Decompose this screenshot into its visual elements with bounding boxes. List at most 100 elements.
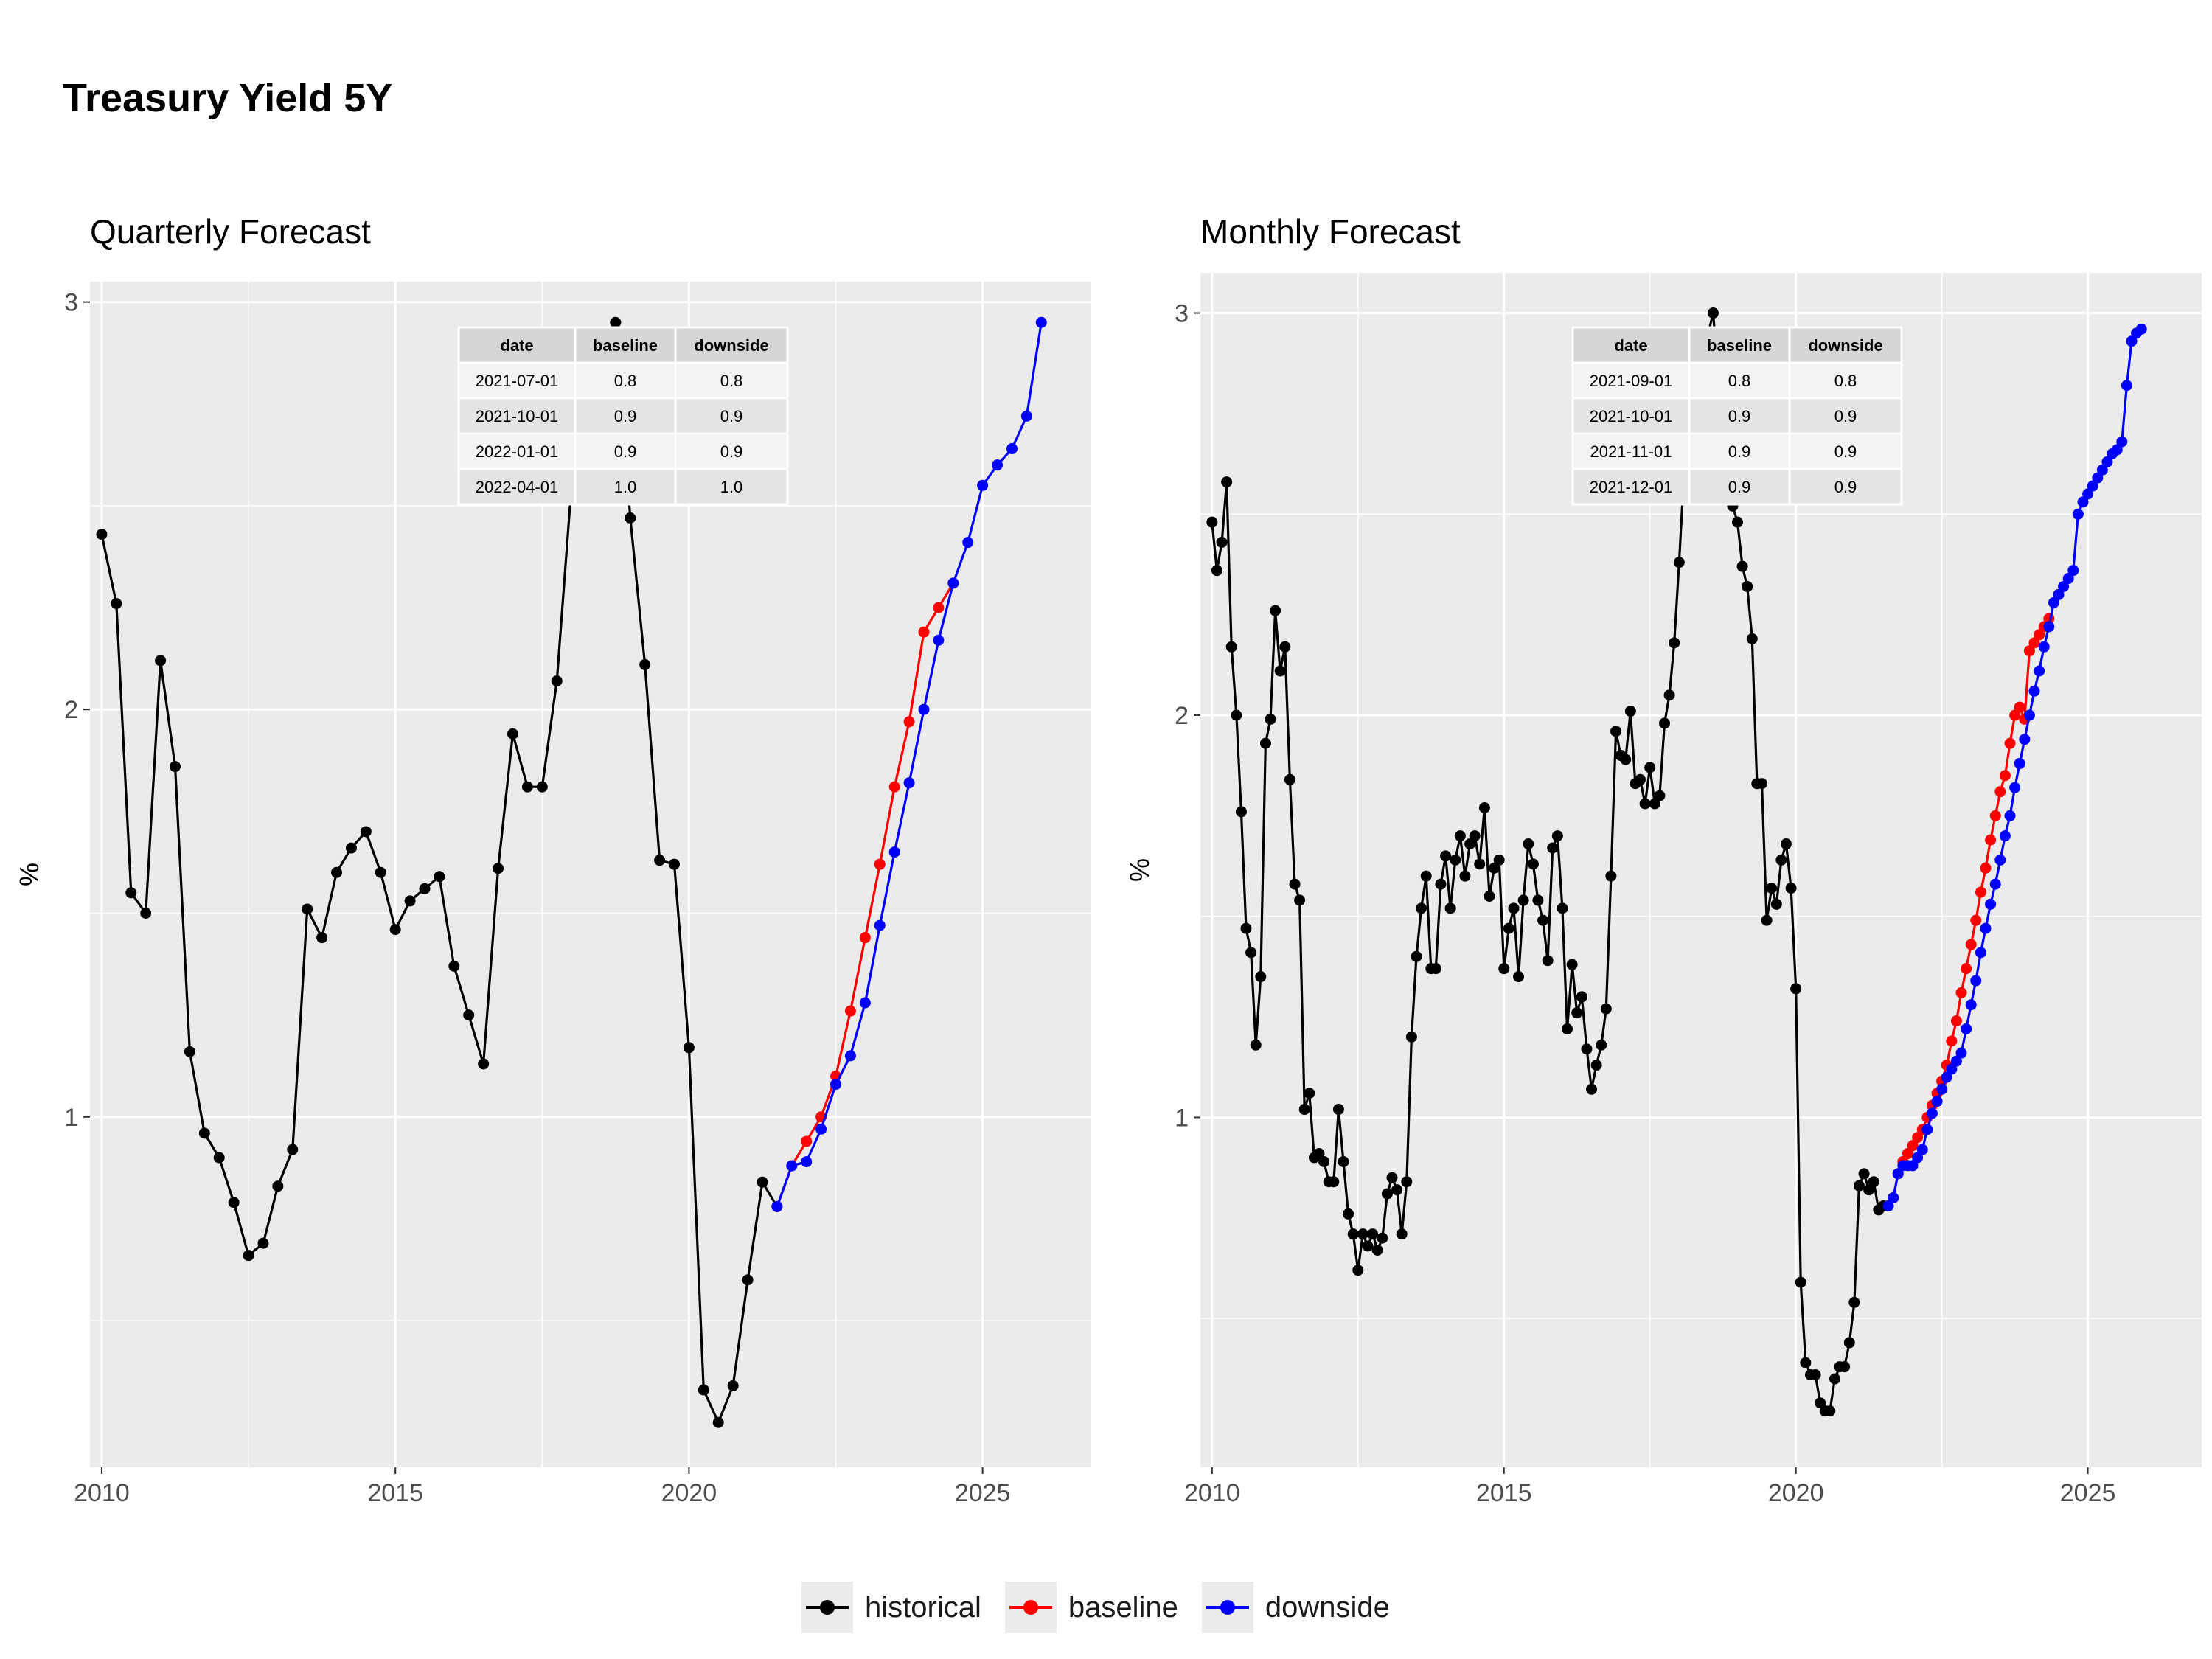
data-point-historical xyxy=(1527,858,1539,870)
data-point-historical xyxy=(448,960,460,972)
table-header-cell xyxy=(674,326,789,364)
data-point-historical xyxy=(1868,1176,1879,1188)
table-header-cell xyxy=(457,326,577,364)
data-point-historical xyxy=(1391,1184,1403,1196)
legend-key-baseline xyxy=(1004,1582,1057,1633)
data-point-baseline xyxy=(2009,709,2021,721)
data-point-historical xyxy=(1478,801,1490,813)
data-point-historical xyxy=(668,858,680,870)
x-tick-label: 2010 xyxy=(74,1479,130,1507)
data-point-downside xyxy=(962,537,974,549)
x-tick-label: 2015 xyxy=(1476,1479,1532,1507)
data-point-historical xyxy=(1352,1265,1364,1276)
data-point-historical xyxy=(1848,1296,1860,1308)
table-cell-text: 0.8 xyxy=(720,372,743,390)
data-point-downside xyxy=(2087,480,2098,492)
data-point-downside xyxy=(2014,757,2025,769)
data-point-historical xyxy=(257,1237,269,1249)
data-point-historical xyxy=(1605,870,1617,882)
data-point-historical xyxy=(1770,898,1782,910)
data-point-downside xyxy=(2038,641,2050,653)
data-point-downside xyxy=(830,1079,842,1091)
table-cell xyxy=(1571,432,1691,470)
data-point-historical xyxy=(1624,706,1636,717)
data-point-downside xyxy=(801,1156,813,1168)
data-point-historical xyxy=(1298,1104,1310,1116)
legend-item-baseline: baseline xyxy=(1004,1582,1187,1633)
data-point-downside xyxy=(2077,496,2089,508)
data-point-historical xyxy=(1775,854,1787,866)
data-point-downside xyxy=(2082,488,2094,500)
data-point-downside xyxy=(2019,734,2031,745)
data-point-downside xyxy=(2111,444,2123,456)
data-point-historical xyxy=(1279,641,1291,653)
data-point-baseline xyxy=(1975,886,1986,898)
data-point-historical xyxy=(1474,858,1486,870)
table-cell-text: 0.9 xyxy=(720,442,743,461)
data-point-historical xyxy=(375,866,386,878)
data-point-historical xyxy=(243,1250,254,1262)
table-cell-text: 0.9 xyxy=(614,407,637,425)
data-point-baseline xyxy=(1902,1148,1913,1160)
data-point-downside xyxy=(2043,621,2055,633)
data-point-historical xyxy=(1221,476,1233,488)
data-point-historical xyxy=(1513,971,1525,983)
data-point-historical xyxy=(1542,955,1554,967)
data-point-downside xyxy=(977,479,989,491)
data-point-historical xyxy=(1517,894,1529,906)
data-point-historical xyxy=(389,924,401,936)
data-point-historical xyxy=(1493,854,1505,866)
data-point-baseline xyxy=(1912,1132,1924,1144)
table-cell-text: 0.8 xyxy=(1834,372,1857,390)
table-cell-text: 0.9 xyxy=(1728,407,1751,425)
data-point-historical xyxy=(478,1058,490,1070)
table-header-text: date xyxy=(1614,336,1647,355)
data-point-downside xyxy=(2062,573,2074,585)
data-point-historical xyxy=(1255,971,1267,983)
y-axis-label: % xyxy=(1124,858,1155,882)
legend-key-historical xyxy=(801,1582,853,1633)
data-point-historical xyxy=(272,1180,284,1192)
data-point-downside xyxy=(1999,830,2011,842)
data-point-downside xyxy=(2028,685,2040,697)
data-point-historical xyxy=(1883,0,1894,6)
data-point-baseline xyxy=(903,716,915,728)
data-point-historical xyxy=(1265,713,1276,725)
data-point-historical xyxy=(493,863,504,874)
data-point-historical xyxy=(331,866,343,878)
data-point-downside xyxy=(2121,380,2132,392)
data-point-downside xyxy=(2150,0,2161,6)
table-cell xyxy=(457,432,577,470)
data-point-historical xyxy=(1761,914,1773,926)
data-point-historical xyxy=(1669,637,1680,649)
data-point-baseline xyxy=(874,858,886,870)
data-point-baseline xyxy=(844,1005,856,1017)
y-axis-label: % xyxy=(14,863,44,886)
data-point-baseline xyxy=(1994,786,2006,798)
data-point-downside xyxy=(1882,1200,1894,1211)
data-point-historical xyxy=(1332,1104,1344,1116)
data-point-historical xyxy=(727,1380,739,1391)
data-point-historical xyxy=(1435,878,1447,890)
table-cell-text: 0.8 xyxy=(614,372,637,390)
data-point-downside xyxy=(2072,508,2084,520)
data-point-historical xyxy=(1736,560,1748,572)
data-point-historical xyxy=(639,658,651,670)
data-point-historical xyxy=(184,1046,195,1057)
data-point-historical xyxy=(1731,516,1743,528)
data-point-historical xyxy=(1289,878,1301,890)
data-point-historical xyxy=(1600,1003,1612,1015)
table-cell-text: 1.0 xyxy=(720,478,743,496)
data-point-historical xyxy=(1347,1228,1359,1240)
data-point-historical xyxy=(1551,830,1563,842)
data-point-historical xyxy=(228,1197,240,1208)
data-point-historical xyxy=(1464,838,1476,850)
table-cell xyxy=(1688,361,1791,400)
legend-key-downside xyxy=(1201,1582,1253,1633)
data-point-historical xyxy=(1231,709,1242,721)
data-point-historical xyxy=(155,655,167,667)
data-point-historical xyxy=(1639,798,1651,810)
table-cell-text: 0.9 xyxy=(1728,478,1751,496)
data-point-historical xyxy=(1839,1361,1851,1373)
table-cell-text: 2022-04-01 xyxy=(476,478,559,496)
